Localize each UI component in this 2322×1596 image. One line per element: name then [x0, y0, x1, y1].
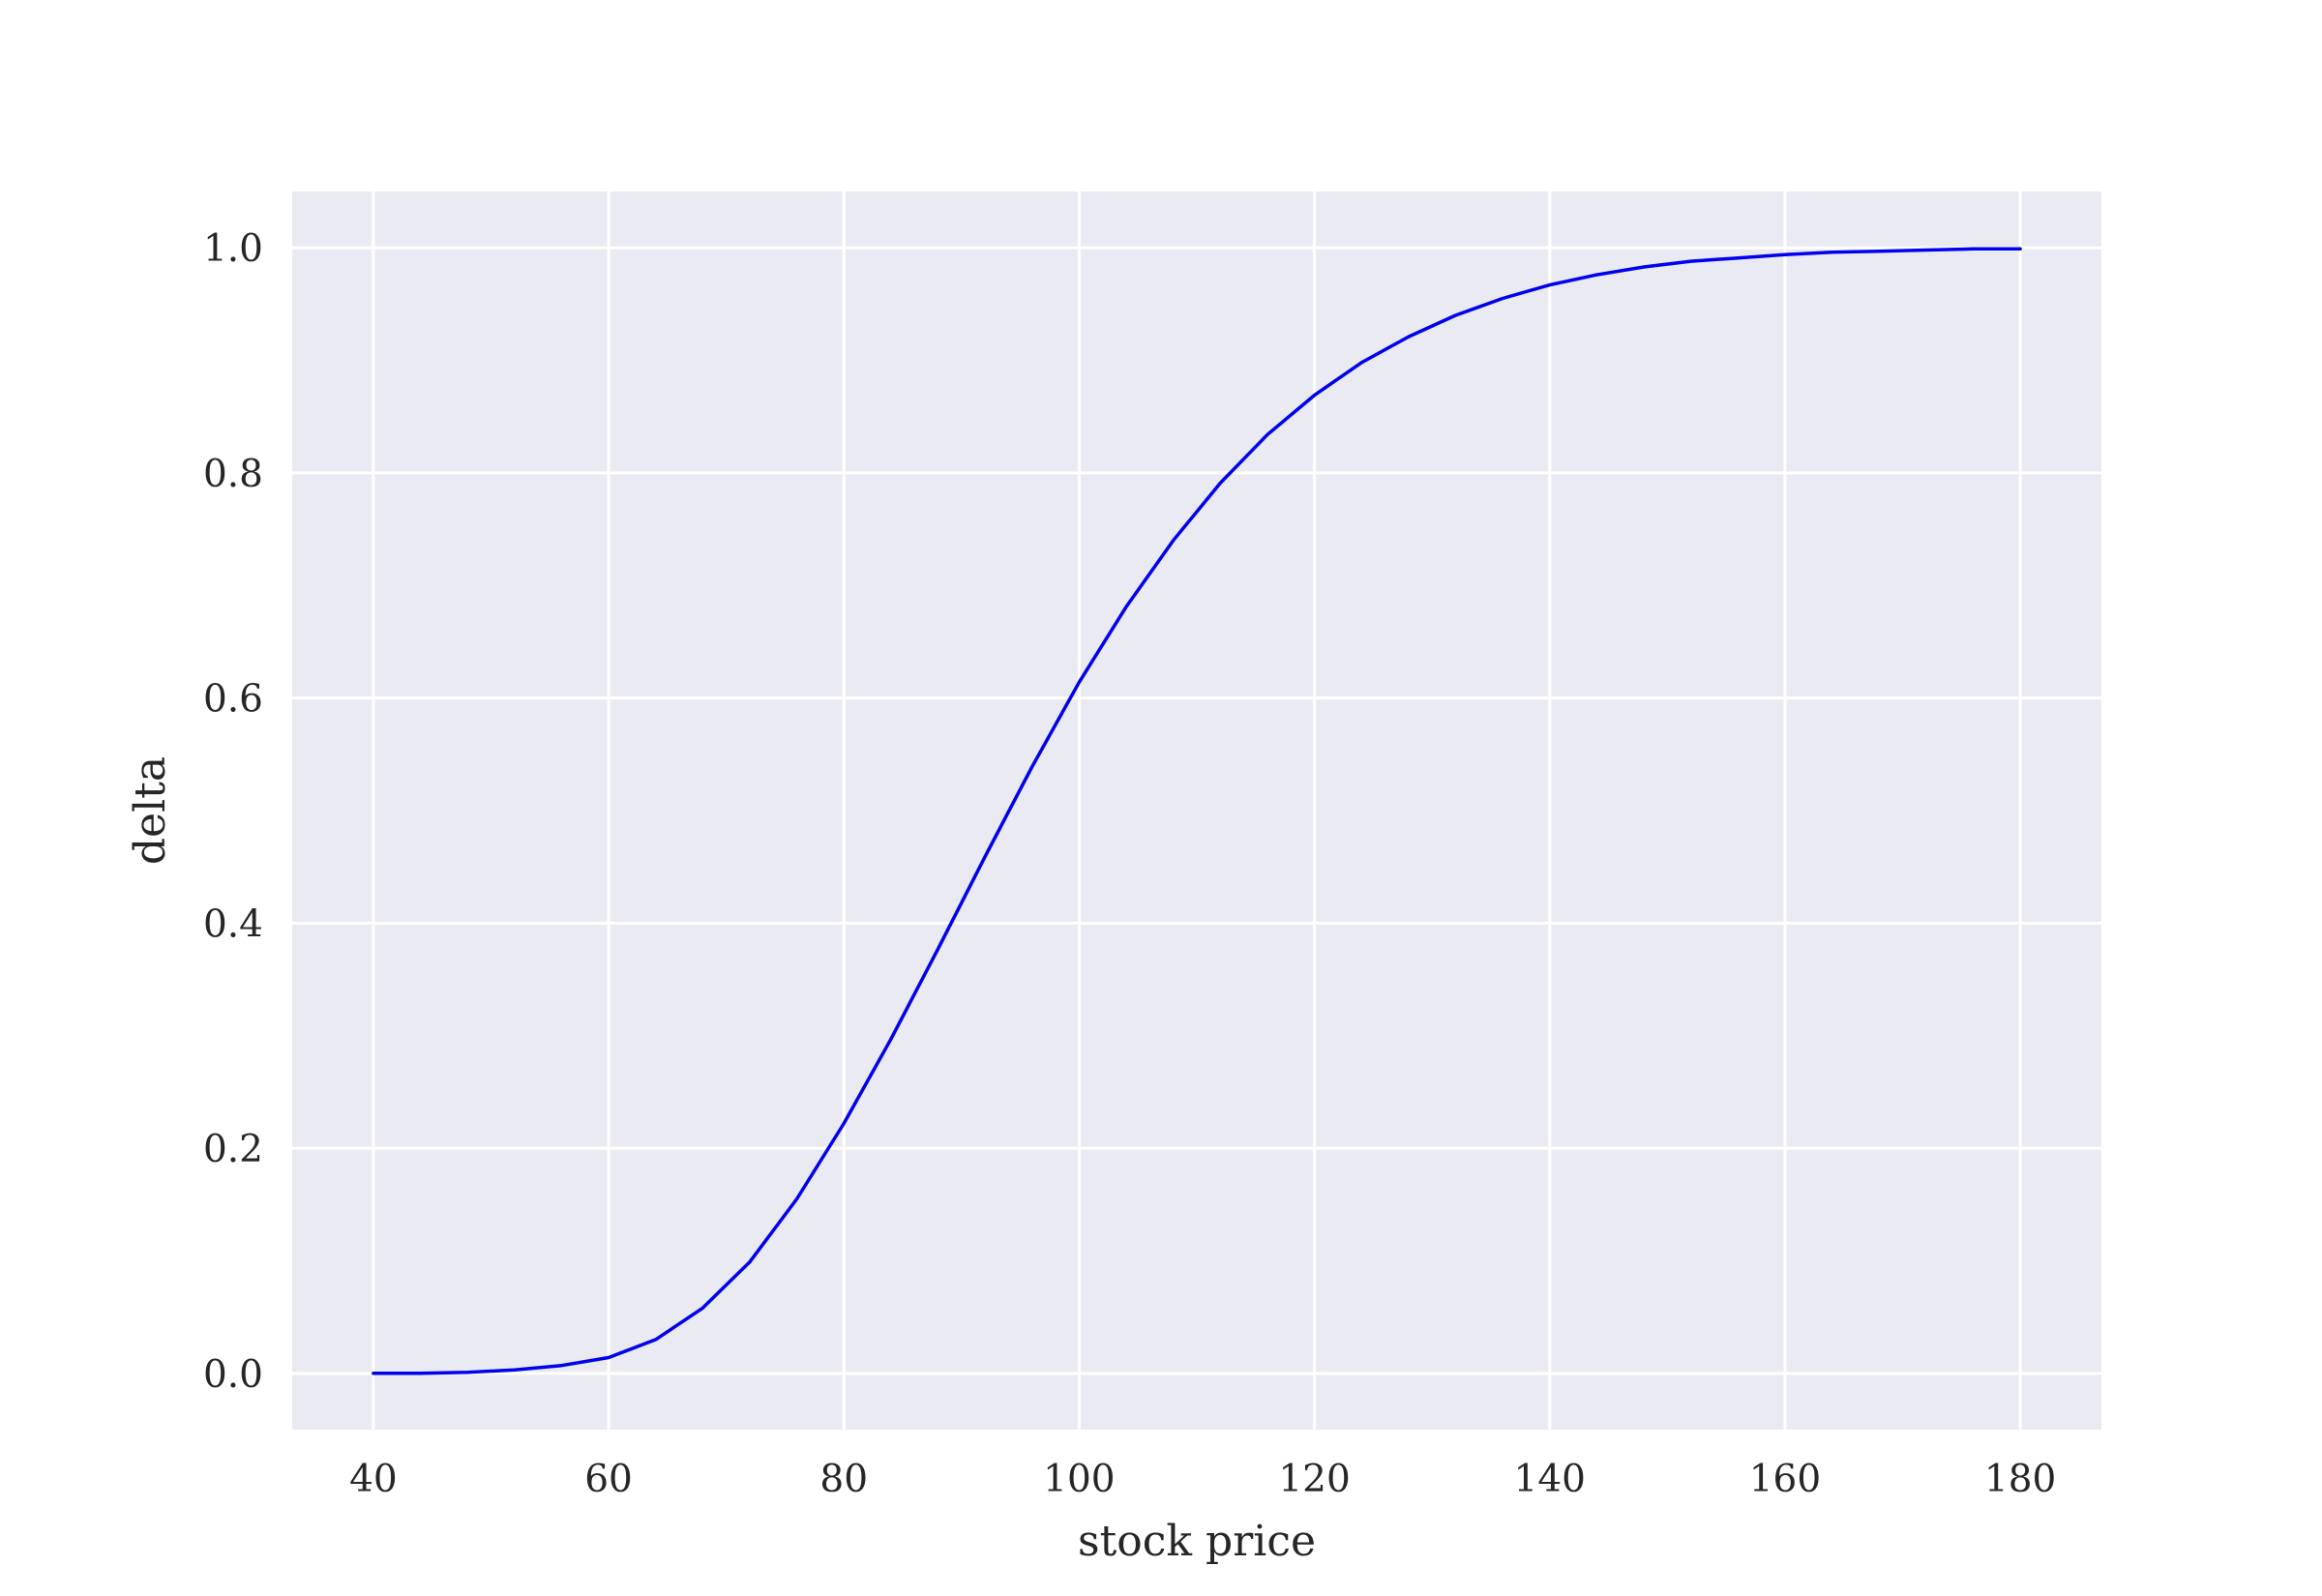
x-tick-label: 100 — [1043, 1458, 1115, 1501]
x-tick-label: 80 — [819, 1458, 868, 1501]
gridlines — [292, 192, 2101, 1430]
y-tick-label: 1.0 — [203, 227, 263, 271]
x-tick-label: 60 — [584, 1458, 633, 1501]
y-axis-label: delta — [126, 756, 175, 865]
x-tick-label: 40 — [349, 1458, 398, 1501]
y-tick-label: 0.4 — [203, 902, 263, 946]
series-line — [372, 247, 2022, 1375]
tick-labels: 40 60 80 100 120 140 160 180 0.0 0.2 0.4 0.6 0.8 1.0 — [203, 227, 2056, 1501]
plot-area — [292, 192, 2101, 1430]
x-tick-label: 160 — [1749, 1458, 1821, 1501]
x-tick-label: 180 — [1984, 1458, 2056, 1501]
y-tick-label: 0.6 — [203, 678, 263, 722]
x-tick-label: 120 — [1278, 1458, 1350, 1501]
y-tick-label: 0.8 — [203, 453, 263, 496]
x-axis-label: stock price — [1078, 1517, 1316, 1566]
y-tick-label: 0.0 — [203, 1353, 263, 1397]
x-tick-label: 140 — [1514, 1458, 1586, 1501]
series-layer — [372, 247, 2022, 1375]
y-tick-label: 0.2 — [203, 1128, 263, 1171]
